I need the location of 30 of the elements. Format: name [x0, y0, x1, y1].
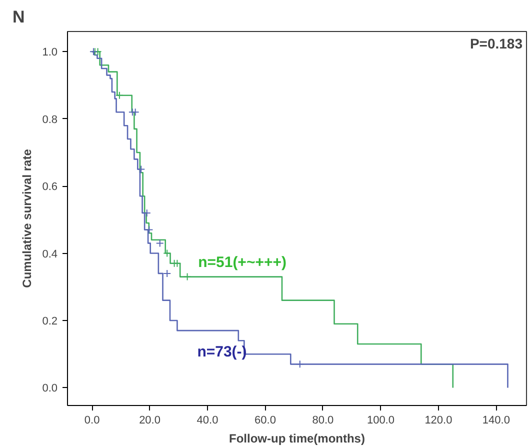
y-axis-title: Cumulative survival rate — [20, 148, 34, 288]
point — [137, 165, 146, 174]
y-tick-label: 0.0 — [42, 382, 58, 395]
x-tick-label: 120.0 — [424, 414, 452, 426]
point — [131, 108, 140, 116]
series-label: n=73(-) — [197, 344, 247, 361]
point — [163, 249, 172, 258]
y-tick-label: 0.6 — [42, 181, 58, 194]
y-tick-label: 0.8 — [42, 114, 58, 126]
annotation: P=0.183 — [470, 36, 523, 52]
y-tick-label: 1.0 — [42, 46, 58, 59]
x-tick-label: 100.0 — [366, 414, 394, 426]
point — [183, 272, 192, 281]
x-axis-title: Follow-up time(months) — [229, 432, 365, 446]
x-tick-label: 0.0 — [84, 414, 100, 426]
chart-title: N — [12, 8, 25, 26]
x-tick-label: 60.0 — [254, 414, 276, 426]
series-label: n=51(+~+++) — [198, 254, 286, 271]
x-tick-label: 140.0 — [482, 414, 510, 426]
y-tick-label: 0.2 — [42, 315, 58, 328]
point — [163, 269, 172, 278]
point — [145, 226, 154, 234]
x-tick-label: 20.0 — [139, 414, 160, 426]
point — [156, 239, 164, 248]
point — [296, 360, 304, 368]
point — [115, 91, 124, 100]
point — [173, 259, 182, 268]
y-tick-label: 0.4 — [42, 248, 58, 260]
x-tick-label: 40.0 — [196, 414, 218, 426]
x-tick-label: 80.0 — [312, 414, 334, 426]
